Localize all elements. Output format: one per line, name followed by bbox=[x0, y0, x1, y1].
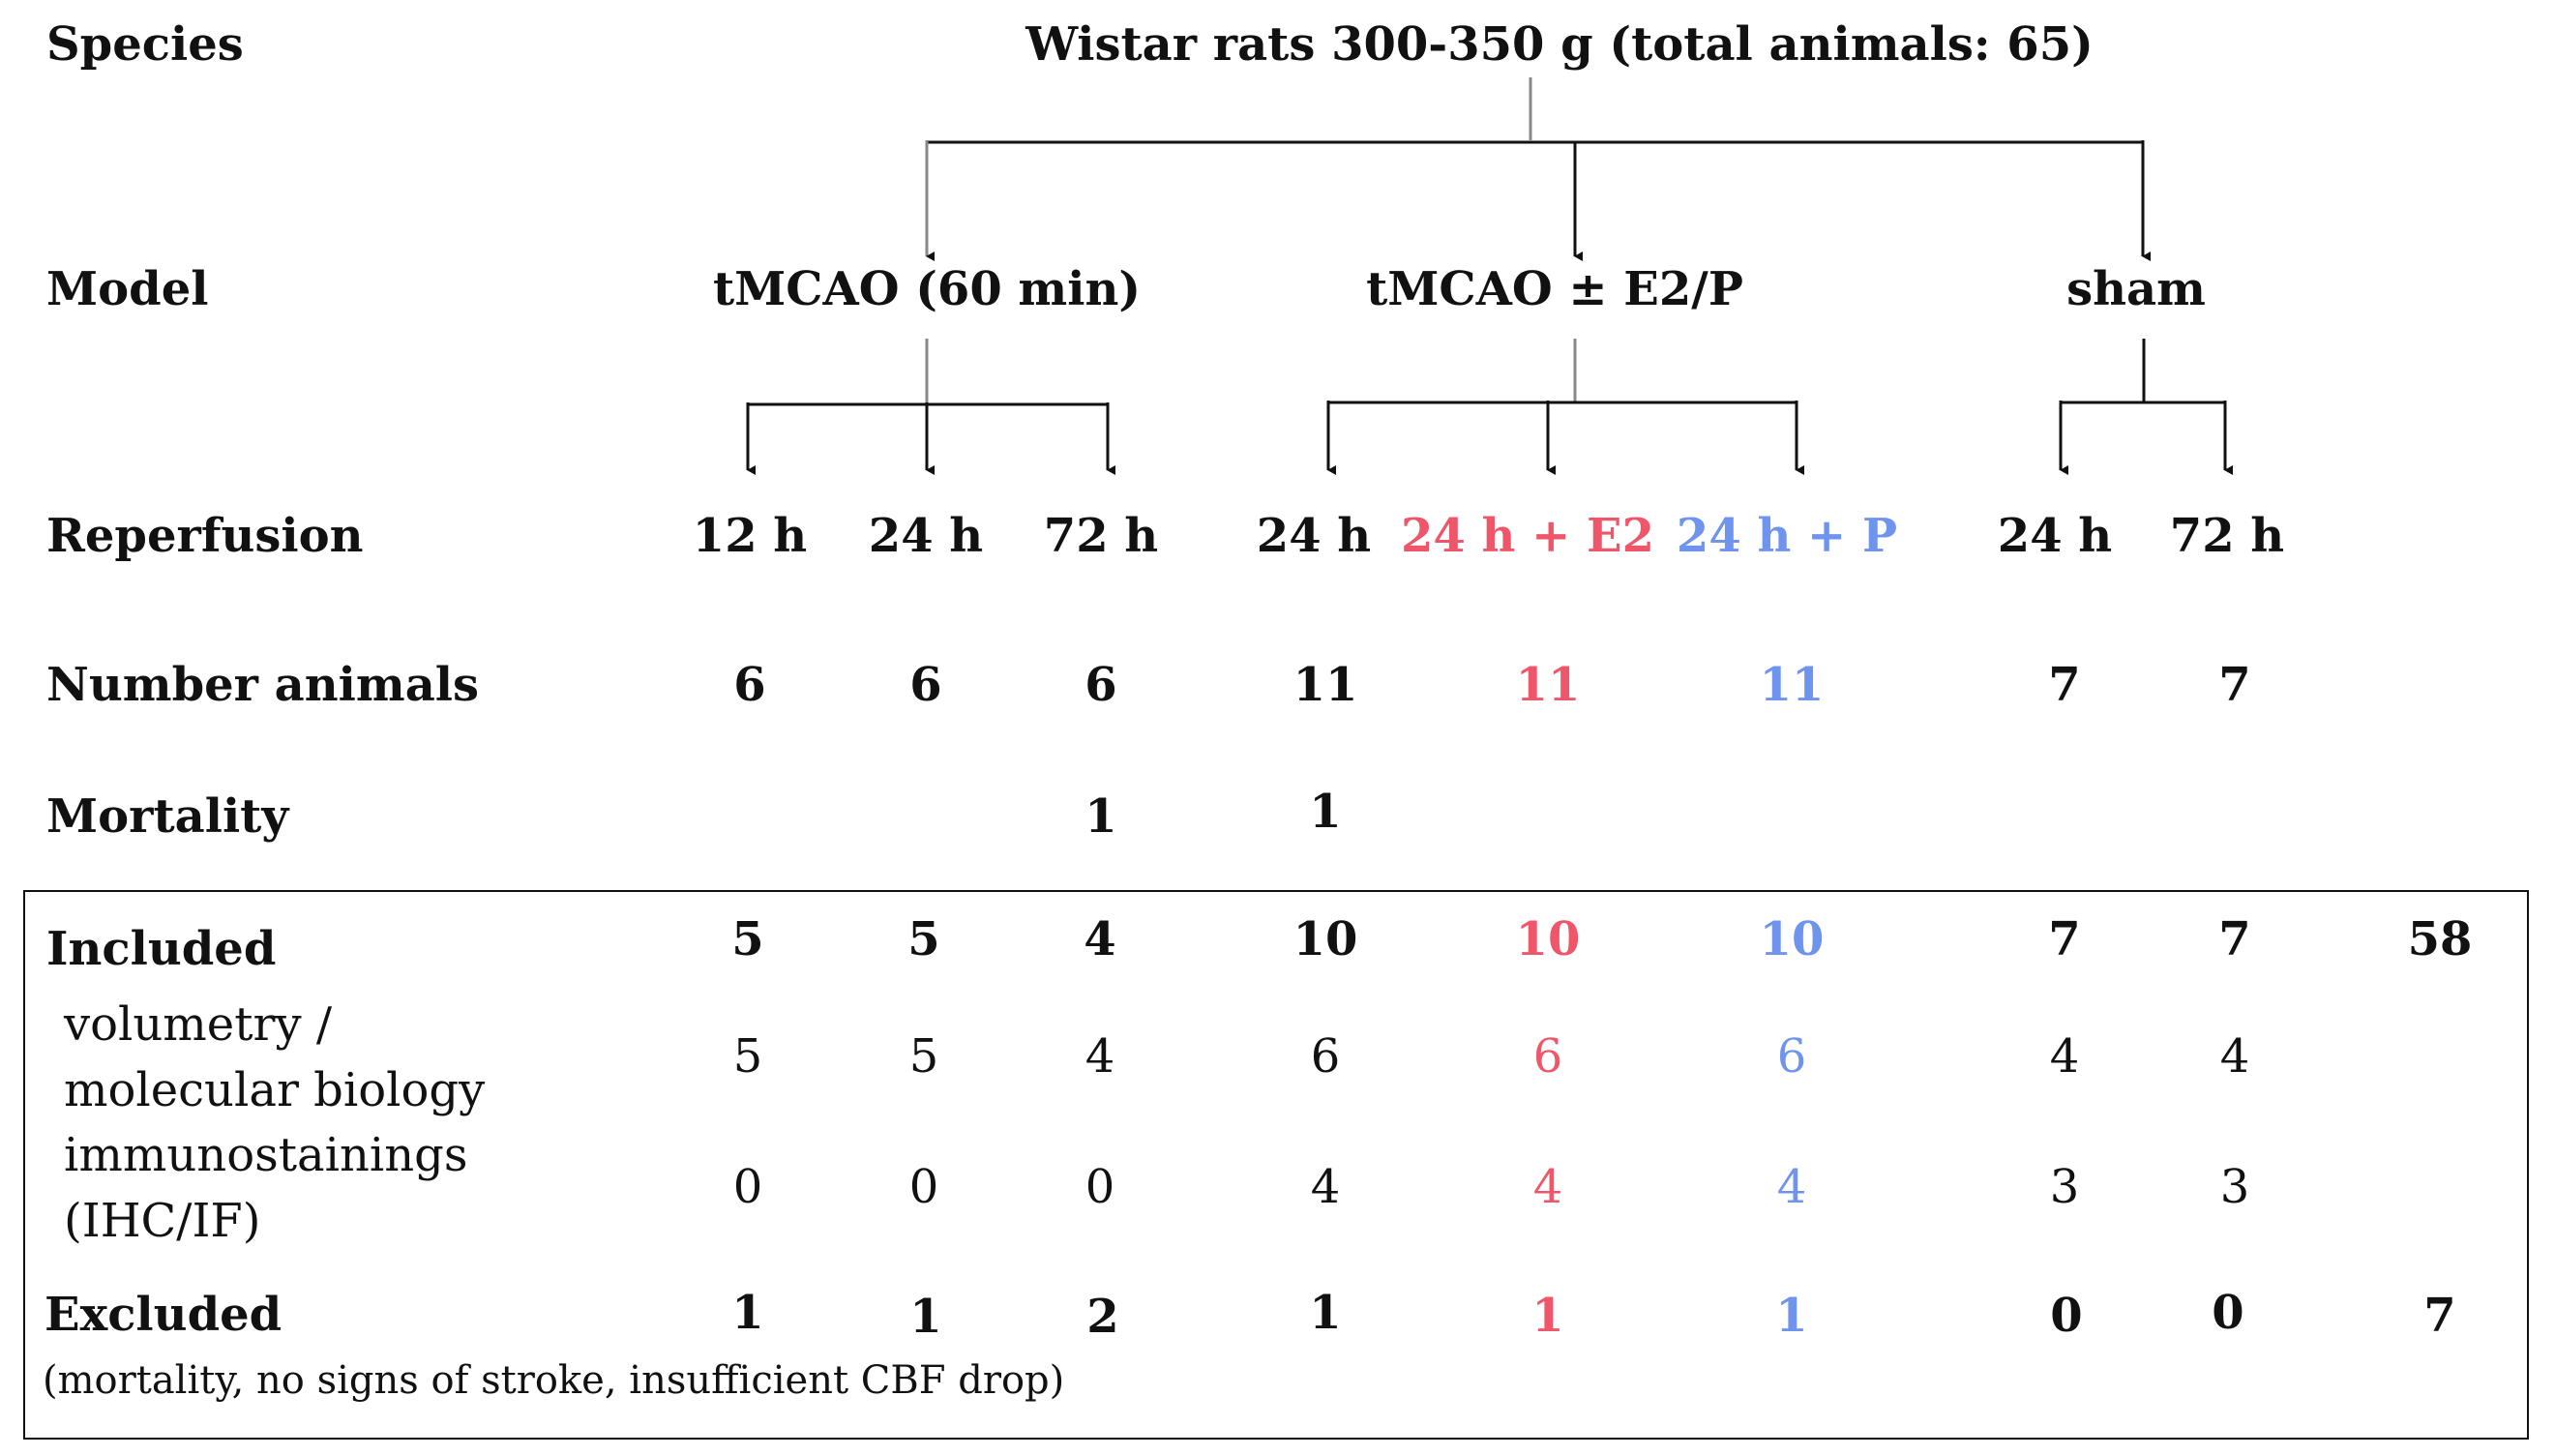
species-value: Wistar rats 300-350 g (total animals: 65… bbox=[1025, 17, 2094, 72]
mortality-cell: 1 bbox=[1084, 789, 1117, 844]
row-label-mortality: Mortality bbox=[46, 789, 289, 844]
number-animals-cell: 11 bbox=[1292, 658, 1358, 712]
row-label-excluded: Excluded bbox=[45, 1288, 282, 1342]
row-label-included: Included bbox=[46, 922, 277, 976]
results-box bbox=[23, 890, 2529, 1440]
excluded-cell: 2 bbox=[1086, 1290, 1119, 1344]
included-cell: 5 bbox=[907, 912, 940, 966]
number-animals-cell: 7 bbox=[2048, 658, 2081, 712]
volumetry-cell: 5 bbox=[908, 1029, 939, 1084]
number-animals-cell: 6 bbox=[1084, 658, 1117, 712]
immuno-cell: 3 bbox=[2049, 1160, 2080, 1214]
included-cell: 5 bbox=[731, 912, 764, 966]
reperfusion-cell: 72 h bbox=[2169, 509, 2285, 563]
reperfusion-cell: 24 h bbox=[868, 509, 984, 563]
included-total: 58 bbox=[2407, 912, 2473, 966]
immuno-cell: 0 bbox=[908, 1160, 939, 1214]
immuno-cell: 0 bbox=[732, 1160, 763, 1214]
excluded-cell-p: 1 bbox=[1775, 1289, 1808, 1343]
reperfusion-cell: 24 h bbox=[1997, 509, 2113, 563]
included-cell: 7 bbox=[2218, 912, 2251, 966]
number-animals-cell: 6 bbox=[909, 658, 942, 712]
immuno-cell: 3 bbox=[2219, 1160, 2250, 1214]
row-label-reperfusion: Reperfusion bbox=[46, 509, 364, 563]
row-label-species: Species bbox=[46, 17, 244, 72]
volumetry-cell: 4 bbox=[2219, 1029, 2250, 1084]
volumetry-cell-e2: 6 bbox=[1532, 1029, 1563, 1084]
volumetry-cell: 5 bbox=[732, 1029, 763, 1084]
row-label-model: Model bbox=[46, 262, 209, 316]
volumetry-cell: 4 bbox=[1084, 1029, 1115, 1084]
excluded-cell: 0 bbox=[2050, 1289, 2083, 1343]
included-cell: 7 bbox=[2048, 912, 2081, 966]
row-label-immuno-1: immunostainings bbox=[64, 1128, 468, 1182]
immuno-cell: 4 bbox=[1310, 1160, 1341, 1214]
excluded-cell-e2: 1 bbox=[1531, 1289, 1564, 1343]
reperfusion-cell-p: 24 h + P bbox=[1676, 509, 1898, 563]
immuno-cell-e2: 4 bbox=[1532, 1160, 1563, 1214]
model-sham: sham bbox=[2066, 262, 2206, 316]
reperfusion-cell: 72 h bbox=[1043, 509, 1159, 563]
included-cell: 10 bbox=[1292, 912, 1358, 966]
immuno-cell: 0 bbox=[1084, 1160, 1115, 1214]
number-animals-cell-e2: 11 bbox=[1515, 658, 1581, 712]
excluded-total: 7 bbox=[2423, 1289, 2456, 1343]
excluded-cell: 1 bbox=[909, 1290, 942, 1344]
number-animals-cell-p: 11 bbox=[1759, 658, 1825, 712]
row-label-volumetry-2: molecular biology bbox=[64, 1063, 486, 1117]
excluded-cell: 1 bbox=[1309, 1286, 1342, 1340]
included-cell-p: 10 bbox=[1759, 912, 1825, 966]
volumetry-cell-p: 6 bbox=[1776, 1029, 1807, 1084]
included-cell-e2: 10 bbox=[1515, 912, 1581, 966]
model-tmcao: tMCAO (60 min) bbox=[712, 262, 1142, 316]
included-cell: 4 bbox=[1084, 912, 1116, 966]
reperfusion-cell: 24 h bbox=[1256, 509, 1372, 563]
volumetry-cell: 6 bbox=[1310, 1029, 1341, 1084]
reperfusion-cell-e2: 24 h + E2 bbox=[1400, 509, 1655, 563]
model-tmcao-e2p: tMCAO ± E2/P bbox=[1366, 262, 1743, 316]
row-label-volumetry-1: volumetry / bbox=[64, 997, 332, 1052]
volumetry-cell: 4 bbox=[2049, 1029, 2080, 1084]
excluded-cell: 0 bbox=[2212, 1286, 2244, 1340]
immuno-cell-p: 4 bbox=[1776, 1160, 1807, 1214]
mortality-cell: 1 bbox=[1309, 785, 1342, 839]
row-label-number-animals: Number animals bbox=[46, 658, 480, 712]
number-animals-cell: 7 bbox=[2218, 658, 2251, 712]
excluded-cell: 1 bbox=[731, 1286, 764, 1340]
number-animals-cell: 6 bbox=[733, 658, 766, 712]
row-label-immuno-2: (IHC/IF) bbox=[64, 1194, 261, 1248]
reperfusion-cell: 12 h bbox=[692, 509, 808, 563]
excluded-note: (mortality, no signs of stroke, insuffic… bbox=[43, 1358, 1065, 1403]
